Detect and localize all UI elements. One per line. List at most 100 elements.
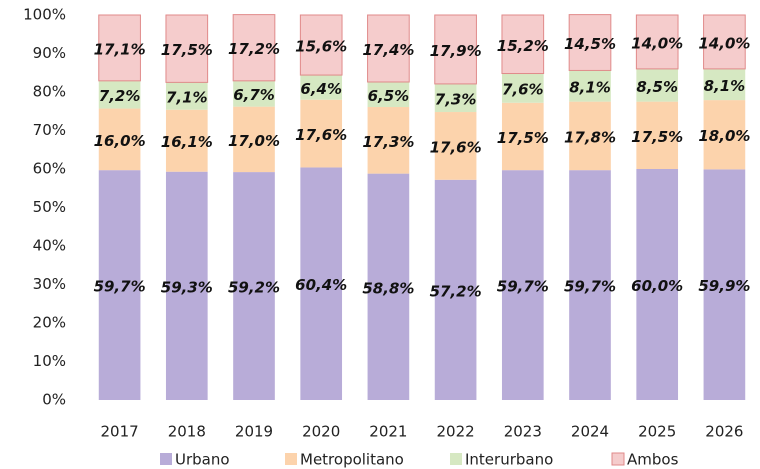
y-tick-label: 80% xyxy=(33,83,66,101)
data-label: 16,1% xyxy=(161,133,213,151)
data-label: 57,2% xyxy=(430,282,482,300)
bar-segment xyxy=(98,108,141,171)
data-label: 17,8% xyxy=(564,128,616,146)
x-tick-label: 2017 xyxy=(101,423,139,441)
bar-segment xyxy=(367,81,410,108)
bar-segment xyxy=(569,101,611,171)
bar-segment xyxy=(501,170,544,400)
bar-segment xyxy=(569,70,611,102)
bar-segment xyxy=(367,14,410,83)
bar-segment xyxy=(233,106,275,173)
y-tick-label: 70% xyxy=(33,121,66,139)
data-label: 58,8% xyxy=(362,279,414,297)
data-label: 8,1% xyxy=(569,79,611,97)
bar-segment xyxy=(569,170,611,400)
x-tick-label: 2018 xyxy=(168,423,206,441)
data-label: 17,9% xyxy=(430,42,482,60)
bar-segment xyxy=(636,101,679,169)
data-label: 17,2% xyxy=(228,40,280,58)
bar-segment xyxy=(165,171,208,400)
data-label: 14,5% xyxy=(564,35,616,53)
x-tick-label: 2025 xyxy=(638,423,676,441)
bar-segment xyxy=(300,99,343,168)
bar-segment xyxy=(703,169,746,400)
legend-swatch xyxy=(450,453,462,465)
legend-label: Metropolitano xyxy=(300,451,404,469)
data-label: 59,3% xyxy=(161,278,213,296)
data-label: 6,7% xyxy=(233,86,275,104)
data-label: 17,6% xyxy=(295,126,347,144)
legend-swatch xyxy=(285,453,297,465)
data-label: 17,6% xyxy=(430,138,482,156)
data-label: 7,1% xyxy=(166,89,208,107)
bar-segment xyxy=(98,170,141,400)
data-label: 18,0% xyxy=(698,127,750,145)
bar-segment xyxy=(232,14,276,82)
data-label: 59,9% xyxy=(698,277,750,295)
legend-label: Ambos xyxy=(627,451,679,469)
data-label: 8,5% xyxy=(636,78,678,96)
legend-label: Interurbano xyxy=(465,451,553,469)
data-label: 60,0% xyxy=(631,277,683,295)
bar-segment xyxy=(635,14,679,70)
data-label: 15,6% xyxy=(295,38,347,56)
x-tick-label: 2023 xyxy=(504,423,542,441)
y-tick-label: 50% xyxy=(33,198,66,216)
bar-segment xyxy=(434,179,477,400)
data-label: 17,4% xyxy=(362,41,414,59)
data-label: 17,5% xyxy=(497,129,549,147)
data-label: 7,3% xyxy=(435,90,477,108)
data-label: 17,5% xyxy=(161,41,213,59)
y-tick-label: 100% xyxy=(23,6,66,24)
bar-segment xyxy=(165,109,208,172)
bar-segment xyxy=(568,14,612,71)
y-tick-label: 10% xyxy=(33,352,66,370)
y-tick-label: 60% xyxy=(33,160,66,178)
data-label: 6,4% xyxy=(300,80,342,98)
bar-segment xyxy=(501,102,544,171)
data-label: 14,0% xyxy=(631,34,683,52)
y-tick-label: 30% xyxy=(33,275,66,293)
bar-segment xyxy=(233,172,275,400)
bar-segment xyxy=(165,82,208,110)
legend-swatch xyxy=(160,453,172,465)
data-label: 59,7% xyxy=(497,278,549,296)
bar-segment xyxy=(703,100,746,170)
bar-segment xyxy=(98,14,141,82)
data-label: 59,7% xyxy=(94,278,146,296)
bar-segment xyxy=(636,169,679,400)
bar-segment xyxy=(165,14,209,83)
data-label: 59,7% xyxy=(564,278,616,296)
bar-segment xyxy=(501,73,544,103)
data-label: 17,0% xyxy=(228,132,280,150)
data-label: 17,5% xyxy=(631,128,683,146)
x-tick-label: 2020 xyxy=(302,423,340,441)
x-tick-label: 2019 xyxy=(235,423,273,441)
bar-segment xyxy=(501,14,545,75)
data-label: 17,3% xyxy=(362,133,414,151)
bar-segment xyxy=(434,83,477,113)
legend-swatch xyxy=(611,452,625,466)
bar-segment xyxy=(233,80,275,107)
y-tick-label: 90% xyxy=(33,44,66,62)
x-tick-label: 2026 xyxy=(705,423,743,441)
data-label: 7,2% xyxy=(99,87,141,105)
x-tick-label: 2024 xyxy=(571,423,609,441)
data-label: 15,2% xyxy=(497,37,549,55)
y-tick-label: 40% xyxy=(33,237,66,255)
bar-segment xyxy=(98,80,141,109)
data-label: 60,4% xyxy=(295,276,347,294)
bar-segment xyxy=(300,167,343,400)
bar-segment xyxy=(367,107,410,174)
data-label: 14,0% xyxy=(698,34,750,52)
x-tick-label: 2021 xyxy=(369,423,407,441)
data-label: 6,5% xyxy=(368,87,410,105)
bar-segment xyxy=(299,14,343,76)
bar-segment xyxy=(636,68,679,102)
data-label: 7,6% xyxy=(502,81,544,99)
data-label: 17,1% xyxy=(94,40,146,58)
bar-segment xyxy=(703,14,746,70)
legend-label: Urbano xyxy=(175,451,230,469)
data-label: 16,0% xyxy=(94,132,146,150)
bar-segment xyxy=(703,68,746,101)
